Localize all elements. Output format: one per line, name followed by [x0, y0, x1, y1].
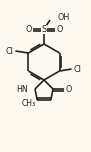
Text: CH₃: CH₃: [22, 100, 36, 109]
Text: O: O: [56, 24, 63, 33]
Text: Cl: Cl: [5, 47, 13, 55]
Text: S: S: [41, 24, 47, 33]
Text: HN: HN: [16, 85, 28, 93]
Text: OH: OH: [58, 14, 70, 22]
Text: O: O: [66, 85, 72, 93]
Text: Cl: Cl: [74, 64, 82, 74]
Text: O: O: [25, 24, 32, 33]
